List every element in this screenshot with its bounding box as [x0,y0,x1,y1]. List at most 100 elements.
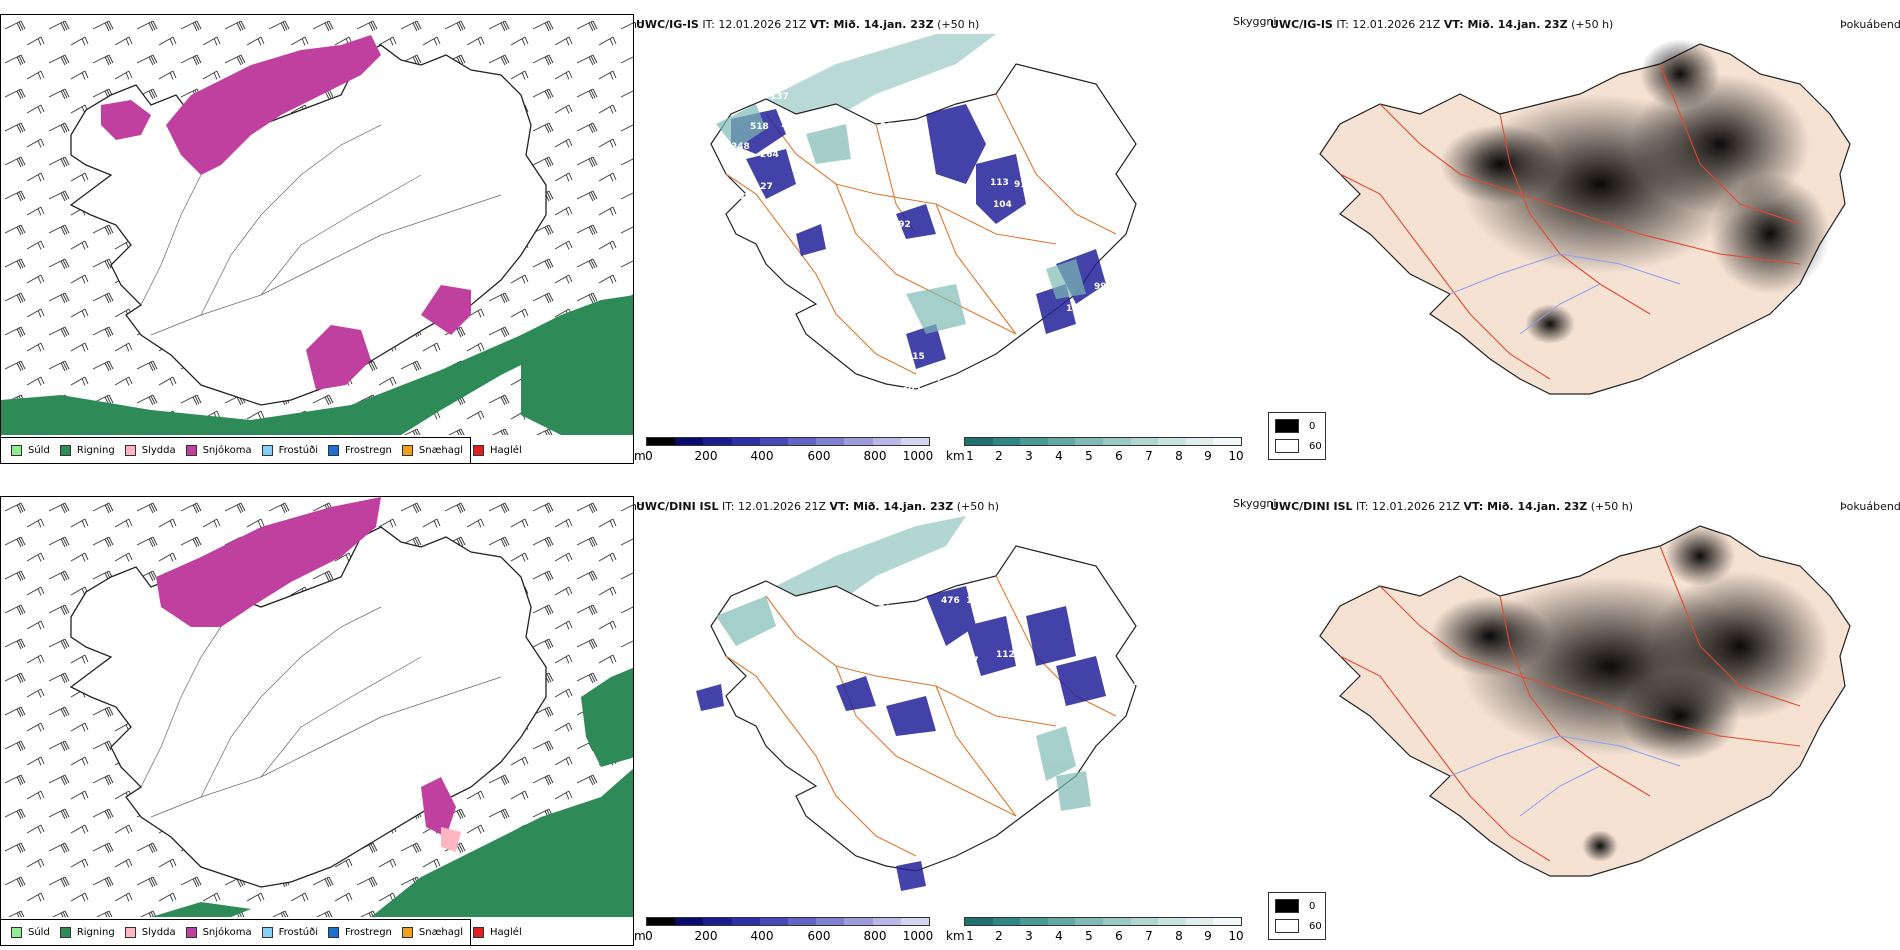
visibility-cells [964,917,1242,926]
legend-swatch [328,927,339,938]
visibility-panel-title: UWC/IG-IS IT: 12.01.2026 21Z VT: Mið. 14… [636,18,980,31]
value-label: 112 [996,650,1015,660]
fog-legend-label: 60 [1309,921,1322,932]
visibility-tick: 9 [1204,929,1212,943]
visibility-cell [965,918,993,925]
ceiling-tick: 200 [694,449,718,463]
legend-swatch [261,445,273,456]
snow-area-southeast [421,777,456,837]
visibility-cell [1047,438,1076,445]
snow-area-east [421,285,471,335]
value-label: 127 [1128,726,1147,736]
visibility-map-svg [696,516,1137,891]
low-vis-areas [716,104,1086,334]
visibility-tick: 3 [1025,929,1033,943]
precip-legend: Súld Rigning Slydda Snjókoma Frostúði Fr… [1,437,522,463]
ceiling-cell [816,918,845,925]
value-label: 161 [936,868,955,878]
ceiling-cell [703,438,732,445]
ceiling-unit: m [634,929,646,943]
visibility-tick: 8 [1175,449,1183,463]
fog-map-svg [1319,525,1851,877]
visibility-tick: 7 [1145,449,1153,463]
ceiling-tick: 1000 [902,449,934,463]
roads [1339,63,1801,380]
visibility-cell [1130,918,1159,925]
legend-item: Slydda [124,927,176,938]
legend-item: Rigning [59,927,115,938]
visibility-cell [1020,918,1048,925]
legend-swatch [261,927,273,938]
visibility-tick: 10 [1228,449,1244,463]
fog-legend-row1: 0 60 [1268,412,1326,460]
visibility-tick: 10 [1228,929,1244,943]
value-label: 268 [880,122,899,132]
visibility-cell [1102,918,1131,925]
ceiling-cell [703,918,732,925]
value-label: 311 [926,582,945,592]
visibility-cell [1213,918,1241,925]
visibility-cells [964,437,1242,446]
fog-label: Þokuábendi [1840,18,1900,31]
visibility-tick: 1 [966,449,974,463]
ceiling-cell [647,918,676,925]
fog-panel-title: UWC/IG-IS IT: 12.01.2026 21Z VT: Mið. 14… [1270,18,1614,31]
visibility-panel-title-row2: UWC/DINI ISL IT: 12.01.2026 21Z VT: Mið.… [636,500,1000,513]
rivers [1449,735,1681,817]
visibility-tick: 6 [1115,929,1123,943]
fog-swatch-0 [1275,419,1299,433]
visibility-cell [1185,918,1214,925]
value-label: 87 [966,656,979,666]
legend-swatch [328,445,339,456]
legend-item: Slydda [124,445,176,456]
legend-swatch [59,927,71,938]
rain-area-south [151,902,251,917]
legend-item: Snjókoma [185,927,252,938]
ceiling-tick: 200 [694,929,718,943]
value-label: 110 [1132,678,1151,688]
visibility-cell [1158,438,1186,445]
value-label: 77 [792,224,805,234]
value-label: 101 [1066,304,1085,314]
roads [140,606,502,818]
value-label: 264 [760,150,779,160]
ceiling-cell [731,438,760,445]
legend-swatch [185,445,197,456]
snow-area-north [156,497,381,627]
visibility-tick: 3 [1025,449,1033,463]
snow-area-north [166,35,381,175]
snow-area-west [101,100,151,140]
visibility-label-row2: Skyggni [1233,497,1277,510]
legend-item: Frostregn [328,445,392,456]
legend-swatch [401,445,413,456]
visibility-tick: 9 [1204,449,1212,463]
value-label: 215 [906,352,925,362]
visibility-cell [1102,438,1131,445]
legend-item: Frostúði [261,445,318,456]
legend-item: Snæhagl [401,927,463,938]
visibility-cell [992,438,1021,445]
ceiling-cell [675,918,704,925]
visibility-tick: 7 [1145,929,1153,943]
ceiling-cell [788,438,817,445]
fog-legend-label: 0 [1309,421,1316,432]
sleet-area-southeast [441,827,461,852]
visibility-tick: 6 [1115,449,1123,463]
legend-item: Súld [11,927,50,938]
value-label: 99 [1094,282,1107,292]
ceiling-colorbar-row1: m 0 200 400 600 800 1000 [634,437,934,463]
visibility-label: Skyggni [1233,15,1277,28]
rain-area-east [521,295,633,435]
value-label: 192 [892,220,911,230]
fog-index-shading [1430,526,1830,862]
fog-swatch-0 [1275,899,1299,913]
visibility-cell [1130,438,1159,445]
fog-label-row2: Þokuábendi [1840,500,1900,513]
ceiling-cells [646,437,930,446]
ceiling-tick: 600 [807,449,831,463]
ceiling-value-labels: 640 137 518 206 248 264 127 188 77 268 1… [636,34,1266,434]
legend-swatch [124,445,136,456]
visibility-unit: km [946,449,965,463]
ceiling-tick: 800 [863,449,887,463]
legend-item: Frostúði [261,927,318,938]
